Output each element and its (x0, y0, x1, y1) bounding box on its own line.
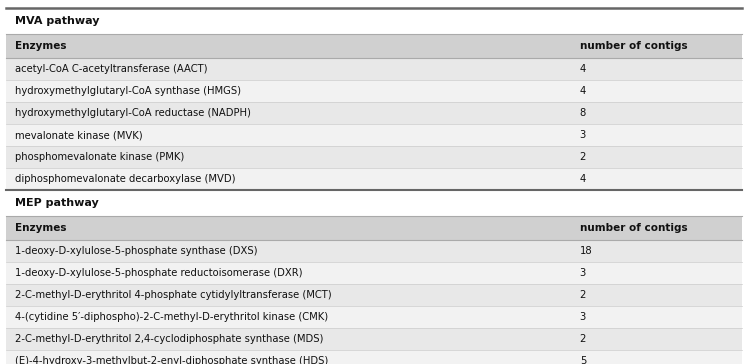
Bar (6, 102, 742, 124)
Text: 4: 4 (580, 174, 586, 184)
Text: phosphomevalonate kinase (PMK): phosphomevalonate kinase (PMK) (15, 152, 184, 162)
Text: diphosphomevalonate decarboxylase (MVD): diphosphomevalonate decarboxylase (MVD) (15, 174, 236, 184)
Text: 2: 2 (580, 290, 586, 300)
Text: hydroxymethylglutaryl-CoA reductase (NADPH): hydroxymethylglutaryl-CoA reductase (NAD… (15, 108, 251, 118)
Text: 18: 18 (580, 246, 592, 256)
Bar (6, 124, 742, 146)
Bar (6, 328, 742, 350)
Text: 4: 4 (580, 86, 586, 96)
Bar (6, 216, 742, 240)
Text: hydroxymethylglutaryl-CoA synthase (HMGS): hydroxymethylglutaryl-CoA synthase (HMGS… (15, 86, 241, 96)
Text: 8: 8 (580, 108, 586, 118)
Text: 3: 3 (580, 130, 586, 140)
Text: 1-deoxy-D-xylulose-5-phosphate synthase (DXS): 1-deoxy-D-xylulose-5-phosphate synthase … (15, 246, 257, 256)
Bar (6, 34, 742, 58)
Text: 3: 3 (580, 268, 586, 278)
Text: mevalonate kinase (MVK): mevalonate kinase (MVK) (15, 130, 143, 140)
Bar (6, 350, 742, 364)
Text: 2-C-methyl-D-erythritol 4-phosphate cytidylyltransferase (MCT): 2-C-methyl-D-erythritol 4-phosphate cyti… (15, 290, 331, 300)
Bar (6, 146, 742, 168)
Text: 2-C-methyl-D-erythritol 2,4-cyclodiphosphate synthase (MDS): 2-C-methyl-D-erythritol 2,4-cyclodiphosp… (15, 334, 323, 344)
Bar (6, 58, 742, 80)
Text: 3: 3 (580, 312, 586, 322)
Bar (6, 168, 742, 190)
Text: number of contigs: number of contigs (580, 223, 687, 233)
Text: MVA pathway: MVA pathway (15, 16, 99, 26)
Text: number of contigs: number of contigs (580, 41, 687, 51)
Bar (6, 284, 742, 306)
Bar (6, 190, 742, 216)
Bar (6, 80, 742, 102)
Bar (6, 306, 742, 328)
Text: 4-(cytidine 5′-diphospho)-2-C-methyl-D-erythritol kinase (CMK): 4-(cytidine 5′-diphospho)-2-C-methyl-D-e… (15, 312, 328, 322)
Text: 2: 2 (580, 152, 586, 162)
Text: 5: 5 (580, 356, 586, 364)
Text: Enzymes: Enzymes (15, 223, 67, 233)
Text: 4: 4 (580, 64, 586, 74)
Bar (6, 8, 742, 34)
Text: 1-deoxy-D-xylulose-5-phosphate reductoisomerase (DXR): 1-deoxy-D-xylulose-5-phosphate reductois… (15, 268, 302, 278)
Bar (6, 240, 742, 262)
Text: (E)-4-hydroxy-3-methylbut-2-enyl-diphosphate synthase (HDS): (E)-4-hydroxy-3-methylbut-2-enyl-diphosp… (15, 356, 328, 364)
Text: acetyl-CoA C-acetyltransferase (AACT): acetyl-CoA C-acetyltransferase (AACT) (15, 64, 207, 74)
Text: 2: 2 (580, 334, 586, 344)
Text: Enzymes: Enzymes (15, 41, 67, 51)
Text: MEP pathway: MEP pathway (15, 198, 99, 208)
Bar (6, 262, 742, 284)
